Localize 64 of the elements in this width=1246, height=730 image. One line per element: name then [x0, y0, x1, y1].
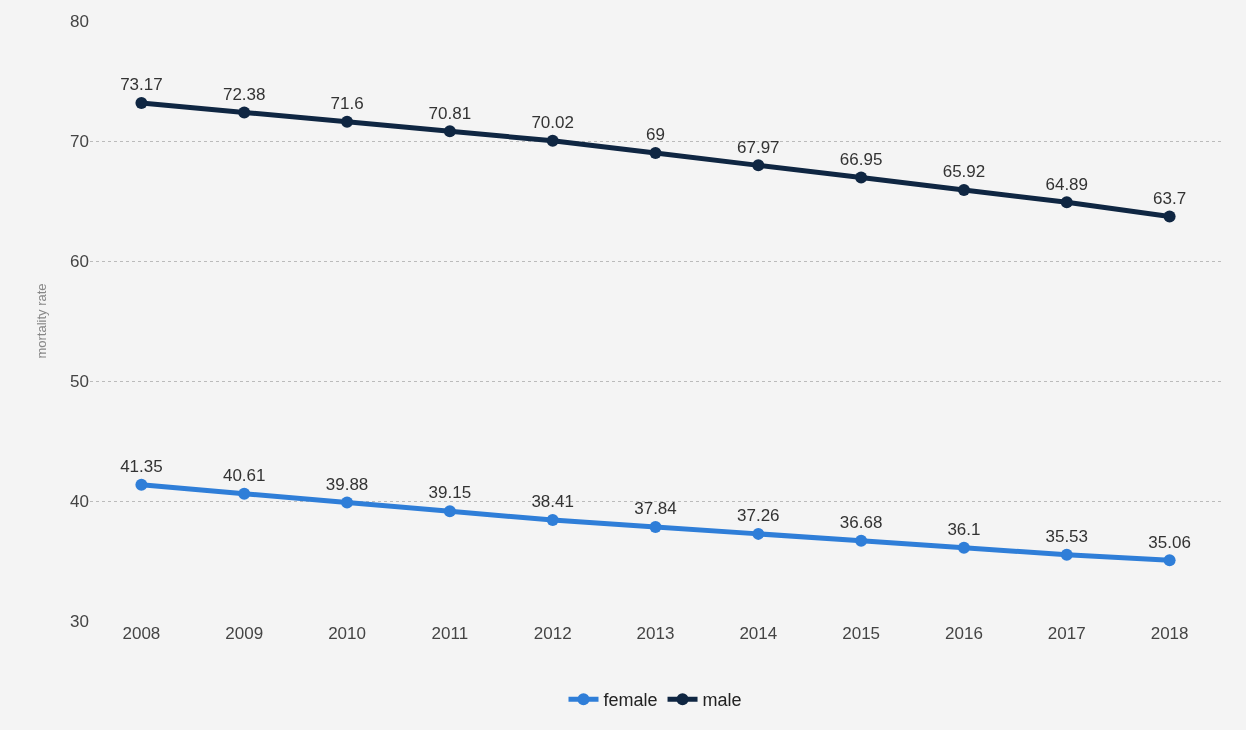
point: [957, 183, 970, 196]
point: [443, 125, 456, 138]
x-tick-label: 2011: [431, 624, 469, 643]
x-tick-label: 2018: [1150, 624, 1189, 643]
point: [752, 527, 765, 540]
data-label: 70.81: [428, 103, 472, 123]
data-label: 63.7: [1153, 188, 1187, 208]
x-tick-label: 2016: [945, 624, 983, 643]
point: [855, 534, 868, 547]
data-label: 39.15: [428, 483, 472, 503]
data-label: 71.6: [330, 94, 364, 114]
point: [135, 478, 148, 491]
data-label: 37.26: [737, 506, 780, 526]
point: [649, 147, 662, 159]
data-label: 72.38: [222, 84, 266, 104]
data-label: 64.89: [1045, 174, 1089, 194]
y-tick-label: 70: [70, 131, 89, 151]
y-axis-title: mortality rate: [34, 283, 50, 359]
point: [1163, 554, 1176, 567]
data-label: 37.84: [634, 499, 677, 519]
x-tick-label: 2008: [122, 624, 161, 643]
point: [957, 541, 970, 554]
point: [855, 171, 868, 184]
point: [1163, 210, 1176, 223]
legend-label: female: [603, 690, 658, 711]
y-tick-label: 40: [70, 491, 89, 511]
x-tick-label: 2012: [533, 624, 572, 643]
data-label: 35.06: [1148, 532, 1191, 552]
point: [1060, 196, 1073, 209]
y-tick-label: 60: [70, 251, 89, 271]
data-label: 66.95: [839, 149, 883, 169]
point: [238, 106, 251, 119]
point: [443, 505, 456, 518]
data-label: 65.92: [942, 162, 986, 182]
point: [546, 134, 559, 147]
data-label: 41.35: [120, 457, 163, 477]
x-tick-label: 2010: [328, 624, 366, 643]
point: [238, 487, 251, 500]
y-tick-label: 80: [70, 11, 89, 31]
data-label: 39.88: [325, 474, 369, 494]
legend-label: male: [702, 690, 742, 711]
data-label: 70.02: [531, 113, 574, 133]
data-label: 36.1: [947, 520, 981, 540]
point: [752, 159, 765, 172]
x-tick-label: 2017: [1047, 624, 1086, 643]
data-label: 73.17: [120, 75, 163, 95]
data-label: 35.53: [1045, 526, 1089, 546]
point: [1060, 548, 1073, 561]
x-tick-label: 2013: [636, 624, 675, 643]
point: [341, 496, 354, 509]
data-label: 40.61: [222, 465, 266, 485]
point: [546, 514, 559, 527]
point: [649, 520, 662, 533]
data-label: 69: [646, 125, 665, 145]
data-label: 67.97: [737, 137, 780, 157]
point: [135, 96, 148, 109]
y-tick-label: 30: [70, 611, 89, 631]
y-tick-label: 50: [70, 371, 89, 391]
x-tick-label: 2015: [842, 624, 881, 643]
data-label: 36.68: [839, 513, 883, 533]
x-tick-label: 2009: [225, 624, 264, 643]
data-label: 38.41: [531, 492, 574, 512]
x-tick-label: 2014: [739, 624, 778, 643]
point: [341, 115, 354, 128]
